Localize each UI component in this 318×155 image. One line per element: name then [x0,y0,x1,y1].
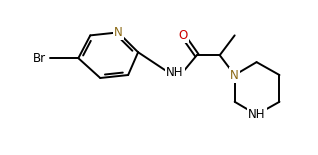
Text: N: N [230,69,239,82]
Text: O: O [178,29,188,42]
Text: NH: NH [166,66,184,79]
Text: NH: NH [248,108,265,121]
Text: N: N [114,26,122,39]
Text: Br: Br [33,52,46,65]
